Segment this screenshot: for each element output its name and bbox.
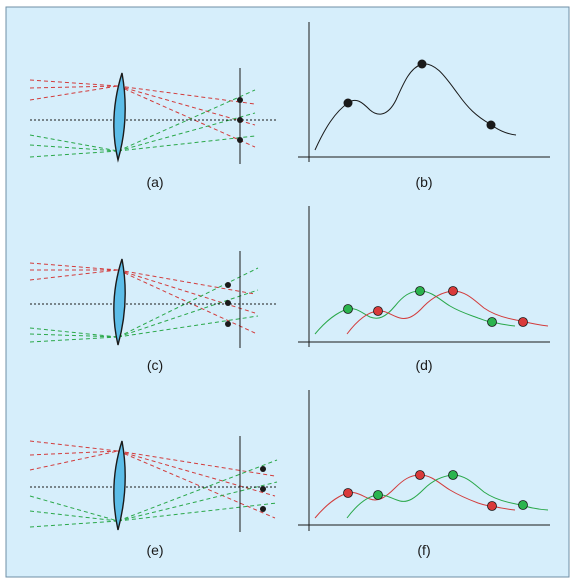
panel-f-red-point: [343, 488, 353, 498]
panel-e-focus-dot: [260, 486, 266, 492]
panel-a-ray-diagram: [29, 68, 278, 164]
panel-e-label: (e): [146, 542, 163, 558]
panel-f-plot: [298, 390, 550, 531]
panel-c-lens: [113, 258, 126, 346]
panel-b-plot: [298, 22, 550, 162]
panel-f-green-point: [448, 470, 458, 480]
panel-c-focus-dot: [225, 282, 231, 288]
panel-f-green-point: [518, 500, 528, 510]
panel-b-label: (b): [415, 174, 432, 190]
panel-a-focus-dot: [237, 97, 243, 103]
panel-b-data-point: [343, 98, 353, 108]
panel-b-data-point: [417, 59, 427, 69]
panel-b-data-point: [486, 120, 496, 130]
panel-a-focus-dot: [237, 137, 243, 143]
panel-a-label: (a): [146, 174, 163, 190]
panel-a-focus-dot: [237, 117, 243, 123]
panel-e-ray-diagram: [29, 436, 278, 532]
panel-f-red-point: [487, 501, 497, 511]
panel-c-green-rays: [29, 267, 259, 343]
panel-e-focus-dot: [260, 506, 266, 512]
panel-e-focus-dot: [260, 466, 266, 472]
panel-d-plot: [298, 206, 550, 347]
panel-e-lens: [113, 440, 126, 531]
panel-d-red-point: [448, 286, 458, 296]
panel-e-green-rays: [29, 459, 278, 528]
panel-c-focus-dot: [225, 321, 231, 327]
panel-a-green-rays: [29, 89, 256, 158]
panel-d-green-point: [343, 304, 353, 314]
panel-d-label: (d): [415, 357, 432, 373]
panel-d-red-point: [518, 317, 528, 327]
background-panel: [5, 6, 570, 578]
panel-f-label: (f): [417, 542, 430, 558]
panel-d-green-point: [415, 286, 425, 296]
panel-a-red-rays: [29, 79, 256, 148]
panel-c-focus-dot: [225, 300, 231, 306]
panel-d-green-point: [487, 317, 497, 327]
panel-d-red-point: [373, 306, 383, 316]
panel-a-lens: [113, 72, 126, 163]
panel-f-red-point: [415, 470, 425, 480]
panel-c-red-rays: [29, 262, 256, 334]
panel-c-ray-diagram: [29, 251, 278, 348]
panel-f-green-point: [373, 490, 383, 500]
panel-c-label: (c): [147, 357, 163, 373]
